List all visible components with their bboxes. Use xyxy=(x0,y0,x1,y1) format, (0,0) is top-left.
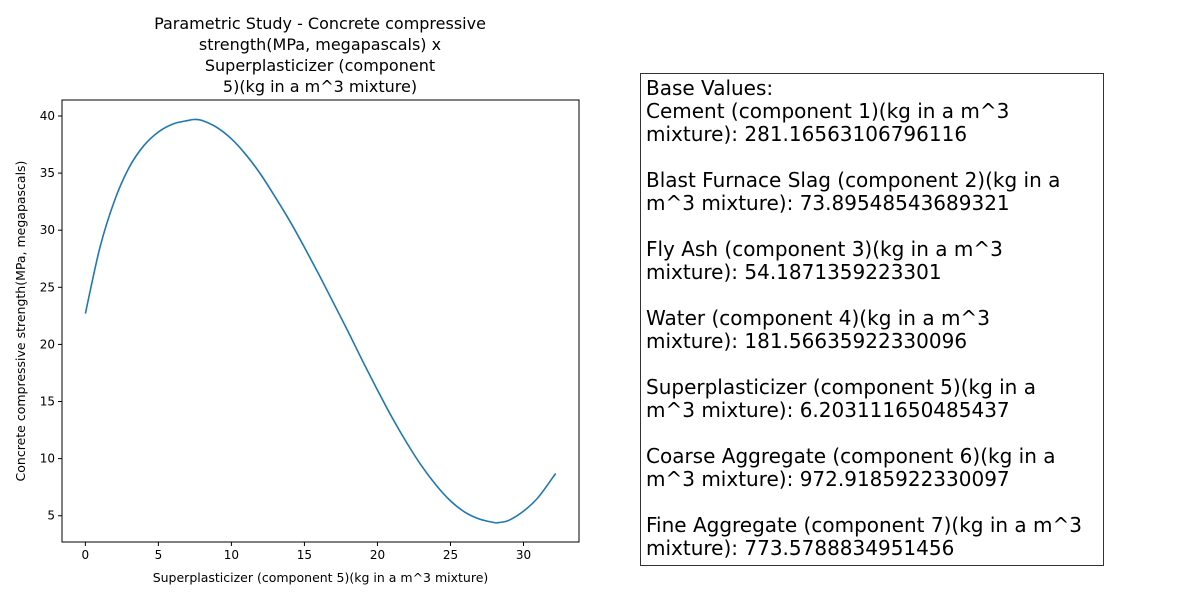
parametric-line-chart: Parametric Study - Concrete compressive s… xyxy=(13,14,580,585)
base-value-line: m^3 mixture): 6.203111650485437 xyxy=(646,398,1010,422)
base-value-superplasticizer: Superplasticizer (component 5)(kg in a m… xyxy=(646,376,1103,422)
y-tick-label: 35 xyxy=(40,166,55,180)
base-values-list: Cement (component 1)(kg in a m^3 mixture… xyxy=(646,100,1103,560)
base-value-line: mixture): 281.16563106796116 xyxy=(646,122,968,146)
y-tick-label: 5 xyxy=(47,509,55,523)
base-value-cement: Cement (component 1)(kg in a m^3 mixture… xyxy=(646,100,1103,146)
chart-title-line: 5)(kg in a m^3 mixture) xyxy=(223,77,417,96)
y-tick-label: 25 xyxy=(40,280,55,294)
base-value-line: Fly Ash (component 3)(kg in a m^3 xyxy=(646,237,1003,261)
series-group xyxy=(84,118,557,524)
base-value-line: Superplasticizer (component 5)(kg in a xyxy=(646,375,1036,399)
base-value-line: Cement (component 1)(kg in a m^3 xyxy=(646,99,1010,123)
base-value-blast-furnace-slag: Blast Furnace Slag (component 2)(kg in a… xyxy=(646,169,1103,215)
base-value-line: Water (component 4)(kg in a m^3 xyxy=(646,306,990,330)
base-value-line: Blast Furnace Slag (component 2)(kg in a xyxy=(646,168,1061,192)
y-tick-label: 15 xyxy=(40,395,55,409)
x-tick-label: 15 xyxy=(297,548,312,562)
y-tick-label: 30 xyxy=(40,223,55,237)
base-values-panel: Base Values: Cement (component 1)(kg in … xyxy=(640,73,1104,566)
base-value-coarse-aggregate: Coarse Aggregate (component 6)(kg in a m… xyxy=(646,445,1103,491)
chart-title: Parametric Study - Concrete compressive s… xyxy=(154,14,486,96)
chart-title-line: Superplasticizer (component xyxy=(205,56,435,75)
plot-area-frame xyxy=(61,99,580,543)
x-tick-label: 20 xyxy=(370,548,385,562)
x-tick-label: 25 xyxy=(443,548,458,562)
y-axis-label: Concrete compressive strength(MPa, megap… xyxy=(13,161,28,482)
base-value-line: mixture): 54.1871359223301 xyxy=(646,260,942,284)
base-value-line: m^3 mixture): 73.89548543689321 xyxy=(646,191,1010,215)
series-line xyxy=(84,118,557,524)
base-value-line: Fine Aggregate (component 7)(kg in a m^3 xyxy=(646,513,1082,537)
base-value-fly-ash: Fly Ash (component 3)(kg in a m^3 mixtur… xyxy=(646,238,1103,284)
y-axis: 5 10 15 20 25 30 35 40 xyxy=(40,109,62,523)
x-tick-label: 5 xyxy=(155,548,163,562)
chart-title-line: strength(MPa, megapascals) x xyxy=(199,35,441,54)
x-tick-label: 30 xyxy=(516,548,531,562)
chart-title-line: Parametric Study - Concrete compressive xyxy=(154,14,486,33)
base-value-line: Coarse Aggregate (component 6)(kg in a xyxy=(646,444,1056,468)
base-value-line: m^3 mixture): 972.9185922330097 xyxy=(646,467,1010,491)
x-axis-label: Superplasticizer (component 5)(kg in a m… xyxy=(153,570,489,585)
base-value-fine-aggregate: Fine Aggregate (component 7)(kg in a m^3… xyxy=(646,514,1103,560)
x-tick-label: 0 xyxy=(82,548,90,562)
x-tick-label: 10 xyxy=(224,548,239,562)
y-tick-label: 10 xyxy=(40,452,55,466)
base-value-line: mixture): 773.5788834951456 xyxy=(646,536,955,560)
y-tick-label: 40 xyxy=(40,109,55,123)
y-tick-label: 20 xyxy=(40,337,55,351)
base-value-line: mixture): 181.56635922330096 xyxy=(646,329,968,353)
base-value-water: Water (component 4)(kg in a m^3 mixture)… xyxy=(646,307,1103,353)
base-values-header: Base Values: xyxy=(646,76,774,100)
x-axis: 0 5 10 15 20 25 30 xyxy=(82,542,531,562)
